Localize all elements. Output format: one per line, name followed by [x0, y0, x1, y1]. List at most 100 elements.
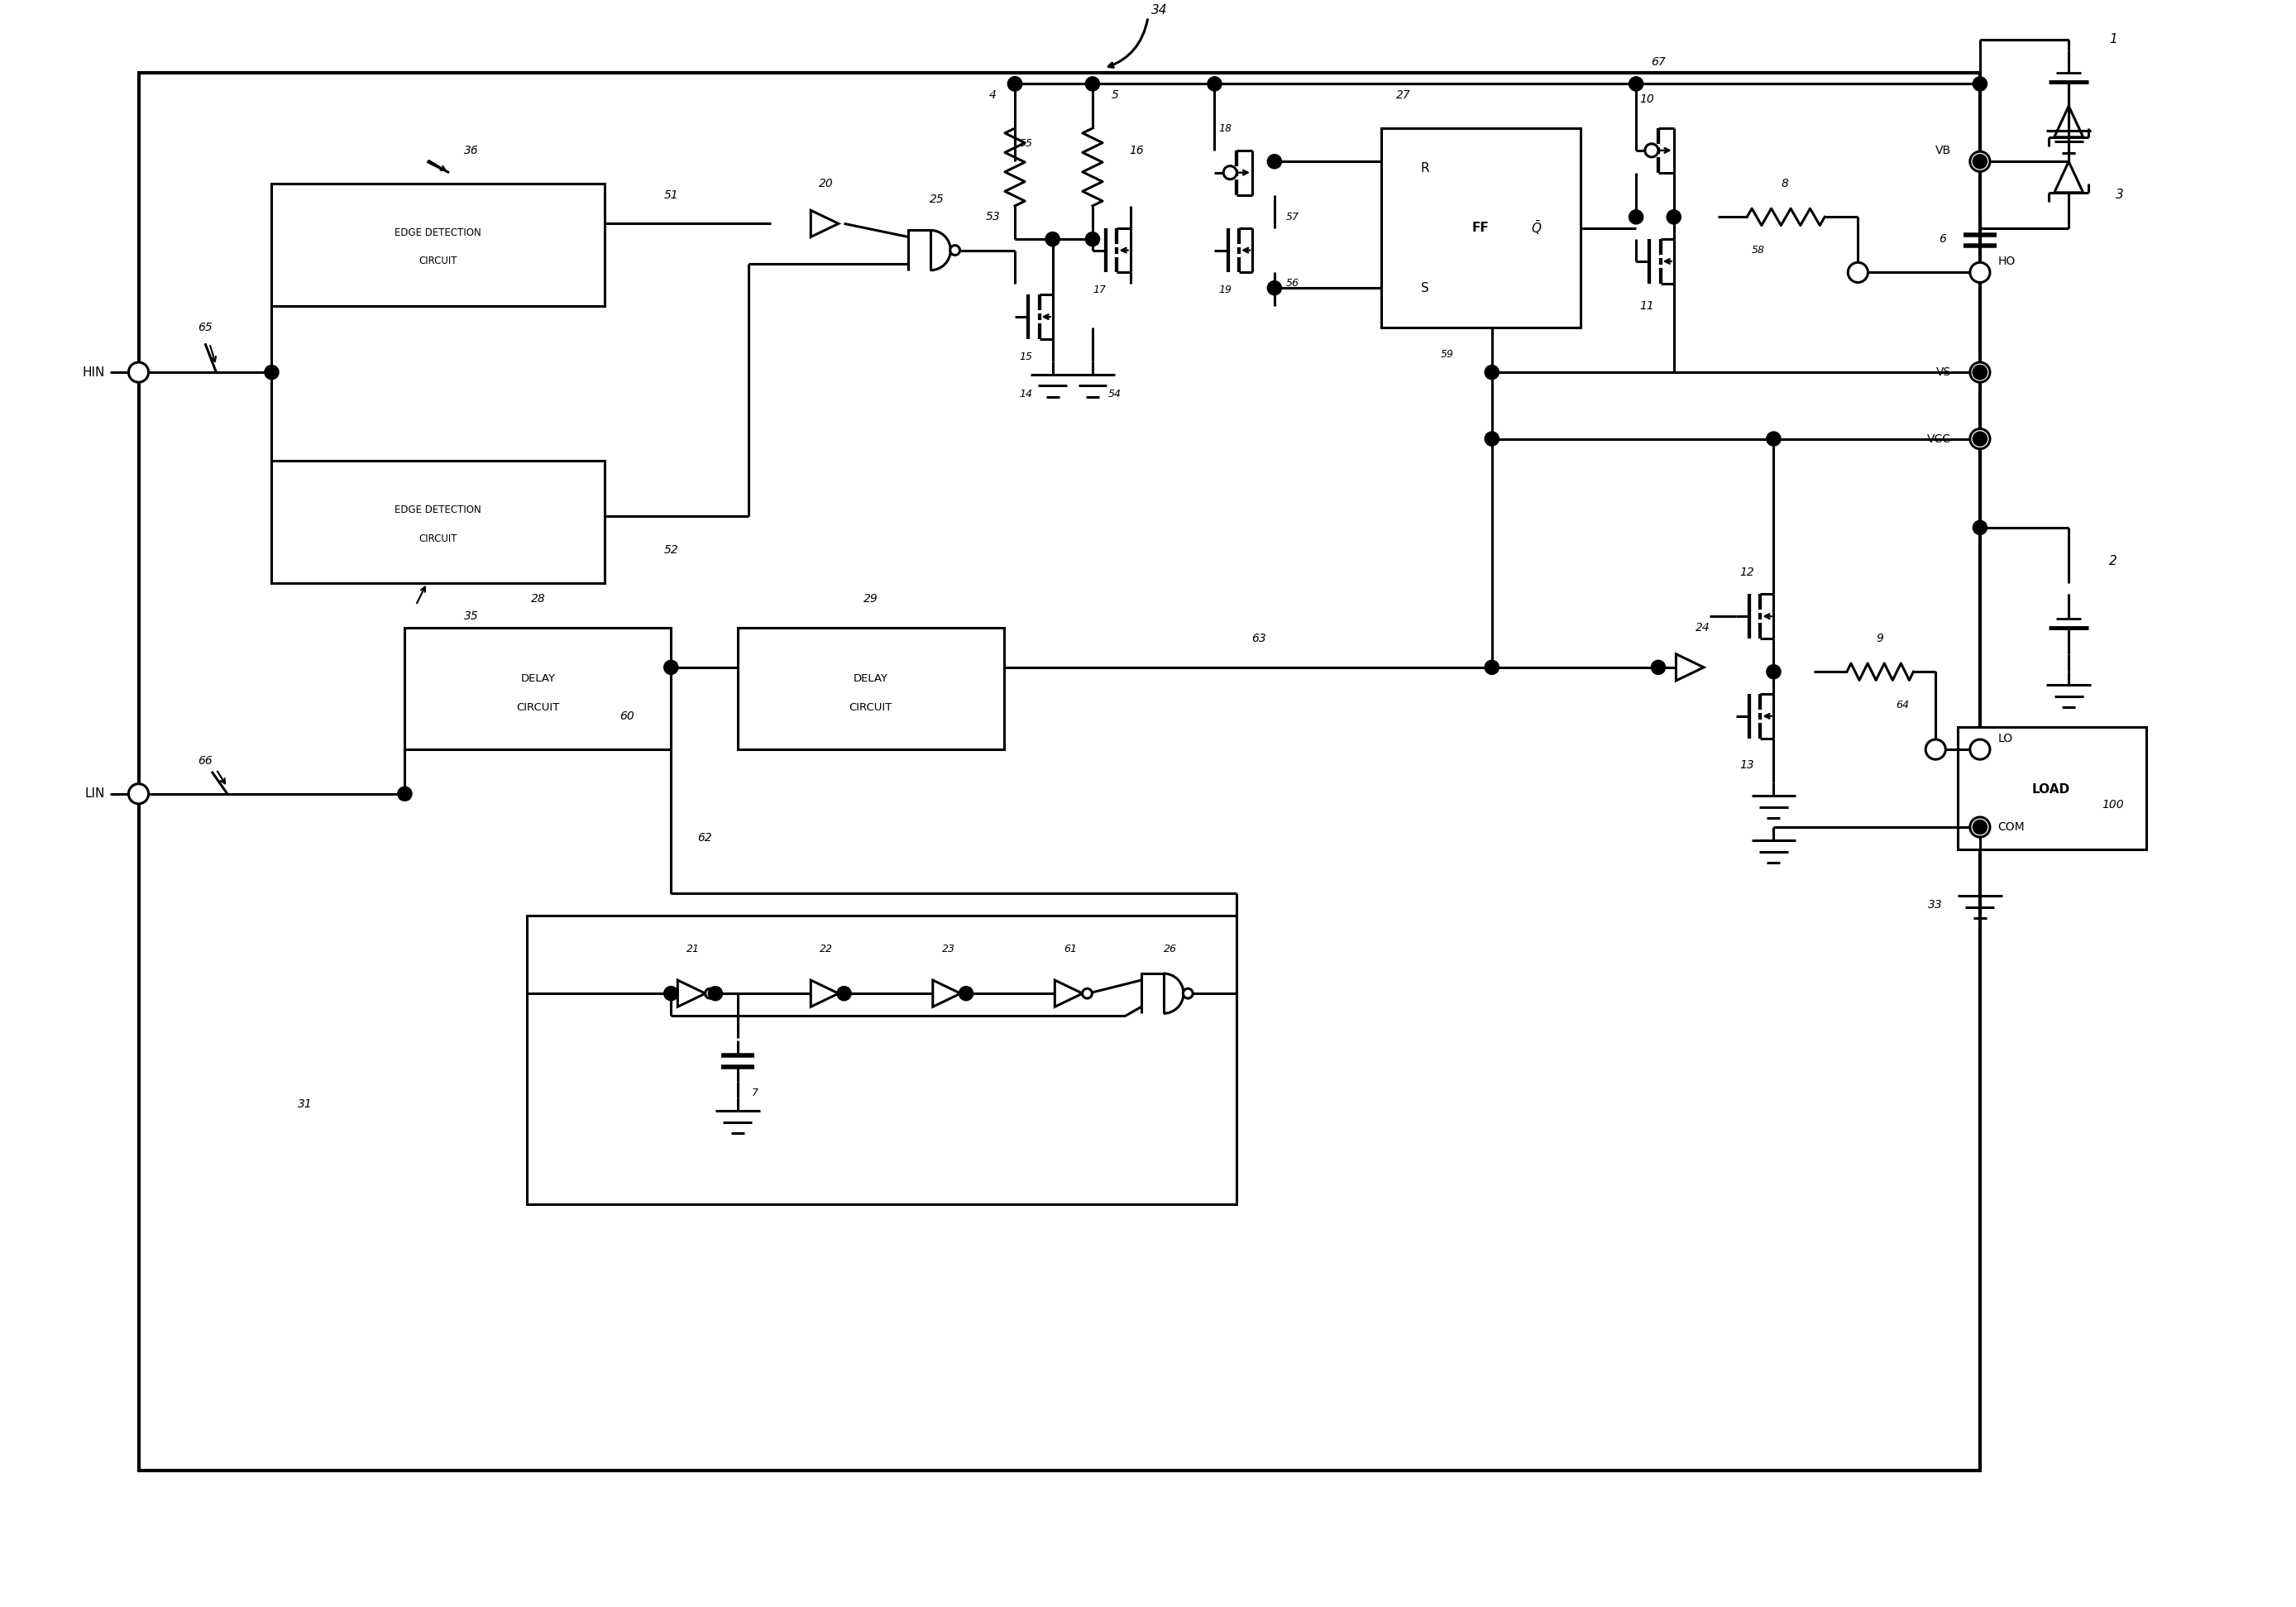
- Text: 15: 15: [1019, 352, 1033, 362]
- Text: CIRCUIT: CIRCUIT: [517, 702, 560, 712]
- Text: 100: 100: [2103, 799, 2124, 810]
- Circle shape: [1766, 432, 1782, 445]
- Text: 6: 6: [1938, 233, 1947, 244]
- Circle shape: [1766, 665, 1782, 678]
- Text: 67: 67: [1651, 56, 1665, 67]
- Circle shape: [951, 246, 960, 256]
- Circle shape: [1628, 77, 1644, 92]
- Circle shape: [1644, 143, 1658, 157]
- Circle shape: [129, 362, 149, 382]
- Circle shape: [1970, 739, 1991, 760]
- Text: 54: 54: [1109, 389, 1120, 400]
- Circle shape: [264, 365, 278, 379]
- Circle shape: [129, 784, 149, 804]
- Text: 13: 13: [1740, 759, 1754, 771]
- Circle shape: [705, 988, 714, 998]
- Circle shape: [1972, 365, 1986, 379]
- Text: 5: 5: [1111, 88, 1118, 101]
- Text: CIRCUIT: CIRCUIT: [850, 702, 893, 712]
- Circle shape: [1972, 77, 1986, 92]
- Text: DELAY: DELAY: [854, 673, 889, 685]
- Circle shape: [1972, 432, 1986, 445]
- Circle shape: [1970, 429, 1991, 448]
- Text: $\bar{Q}$: $\bar{Q}$: [1531, 219, 1543, 236]
- Bar: [1958, 728, 2147, 848]
- Text: 61: 61: [1063, 943, 1077, 955]
- Text: 23: 23: [941, 943, 955, 955]
- Text: HIN: HIN: [83, 366, 106, 379]
- Circle shape: [1926, 739, 1945, 760]
- Text: 20: 20: [820, 178, 833, 190]
- Polygon shape: [810, 211, 838, 236]
- Polygon shape: [1054, 980, 1081, 1006]
- Circle shape: [1972, 820, 1986, 834]
- Circle shape: [1970, 816, 1991, 837]
- Text: DELAY: DELAY: [521, 673, 556, 685]
- Text: 1: 1: [2110, 34, 2117, 45]
- Bar: [271, 183, 604, 305]
- Bar: [1380, 129, 1580, 328]
- Text: 58: 58: [1752, 244, 1766, 256]
- Circle shape: [1848, 262, 1869, 283]
- Text: 28: 28: [530, 593, 544, 604]
- Text: VCC: VCC: [1926, 432, 1952, 445]
- Circle shape: [1486, 660, 1499, 675]
- Bar: [271, 461, 604, 583]
- Circle shape: [1651, 660, 1665, 675]
- Circle shape: [1045, 231, 1061, 246]
- Text: 17: 17: [1093, 284, 1107, 296]
- Text: 21: 21: [687, 943, 700, 955]
- Text: 16: 16: [1130, 145, 1143, 156]
- Circle shape: [1486, 432, 1499, 445]
- Text: 63: 63: [1251, 633, 1267, 644]
- Circle shape: [397, 787, 411, 800]
- Circle shape: [1972, 365, 1986, 379]
- Text: EDGE DETECTION: EDGE DETECTION: [395, 227, 482, 238]
- Text: FF: FF: [1472, 222, 1490, 235]
- Circle shape: [1970, 362, 1991, 382]
- Polygon shape: [932, 980, 960, 1006]
- Text: 18: 18: [1219, 122, 1233, 133]
- Text: EDGE DETECTION: EDGE DETECTION: [395, 505, 482, 516]
- Circle shape: [1628, 211, 1644, 223]
- Text: 62: 62: [698, 832, 712, 844]
- Text: 7: 7: [753, 1088, 758, 1099]
- Text: 52: 52: [664, 543, 677, 556]
- Circle shape: [960, 988, 971, 998]
- Text: 31: 31: [298, 1099, 312, 1110]
- Text: 22: 22: [820, 943, 833, 955]
- Polygon shape: [1676, 654, 1704, 681]
- Text: 24: 24: [1694, 622, 1711, 633]
- Polygon shape: [909, 230, 930, 270]
- Polygon shape: [2055, 106, 2082, 137]
- Bar: [526, 916, 1238, 1204]
- Circle shape: [664, 660, 677, 675]
- Text: LIN: LIN: [85, 787, 106, 800]
- Circle shape: [707, 987, 723, 1001]
- Circle shape: [1008, 77, 1022, 92]
- Text: 59: 59: [1442, 349, 1453, 360]
- Circle shape: [1972, 521, 1986, 535]
- Text: R: R: [1421, 162, 1430, 175]
- Text: 29: 29: [863, 593, 877, 604]
- Text: COM: COM: [1998, 821, 2025, 832]
- Polygon shape: [1141, 974, 1164, 1014]
- Circle shape: [1086, 231, 1100, 246]
- Text: 4: 4: [990, 88, 996, 101]
- Circle shape: [1081, 988, 1093, 998]
- Bar: [404, 627, 670, 749]
- Circle shape: [1667, 211, 1681, 223]
- Text: HO: HO: [1998, 256, 2016, 267]
- Polygon shape: [810, 980, 838, 1006]
- Circle shape: [1267, 154, 1281, 169]
- Circle shape: [1008, 77, 1022, 92]
- Text: 64: 64: [1896, 699, 1908, 710]
- Circle shape: [1972, 154, 1986, 169]
- Text: 9: 9: [1876, 633, 1883, 644]
- Text: 51: 51: [664, 190, 677, 201]
- Text: VB: VB: [1936, 145, 1952, 156]
- Text: 56: 56: [1286, 278, 1300, 289]
- Text: 55: 55: [1019, 138, 1033, 149]
- Text: 26: 26: [1164, 943, 1178, 955]
- Text: 36: 36: [464, 145, 478, 156]
